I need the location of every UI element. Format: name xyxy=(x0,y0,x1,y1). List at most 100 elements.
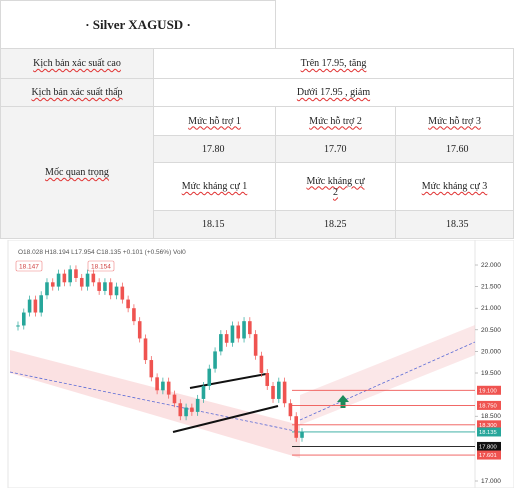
level-label: Mức hỗ trợ 1 xyxy=(153,106,276,136)
candle-body xyxy=(33,299,38,313)
y-tick-label: 18.500 xyxy=(481,413,501,420)
candle-body xyxy=(126,299,130,309)
level-value: 17.60 xyxy=(395,135,514,163)
row-label: Kịch bản xác suất thấp xyxy=(0,78,154,107)
candle-body xyxy=(294,416,299,438)
candle-body xyxy=(103,282,107,291)
candle-body xyxy=(114,286,119,296)
label: Kịch bản xác suất cao xyxy=(33,58,121,69)
price-tag xyxy=(477,450,501,460)
candle-body xyxy=(91,273,96,283)
row-value: Trên 17.95, tăng xyxy=(153,48,514,79)
price-tag xyxy=(477,400,501,410)
level-label: Mức kháng cự 2 xyxy=(275,162,396,211)
candle-body xyxy=(201,385,206,399)
trend-line xyxy=(172,405,279,433)
candle-body xyxy=(288,403,293,417)
level-value: 18.35 xyxy=(395,210,514,239)
overlay-tag xyxy=(15,260,43,272)
trend-line xyxy=(189,373,267,389)
candle-body xyxy=(236,325,241,339)
candle-body xyxy=(108,282,113,296)
label: Mốc quan trọng xyxy=(45,167,109,178)
candle-body xyxy=(277,381,281,399)
candle-body xyxy=(74,269,78,278)
overlay-labels: 18.147 18.154 xyxy=(15,260,115,272)
candle-body xyxy=(137,321,142,339)
value: Trên 17.95, tăng xyxy=(300,58,367,69)
y-tick-label: 20.500 xyxy=(481,327,501,334)
candle-body xyxy=(265,373,270,386)
candle-body xyxy=(213,351,217,369)
candle-body xyxy=(300,431,304,438)
candle-body xyxy=(282,381,287,404)
candle-body xyxy=(85,273,90,287)
value: 18.15 xyxy=(202,219,225,230)
candle-body xyxy=(271,385,275,399)
row-label: Mốc quan trọng xyxy=(0,106,154,239)
level-value: 17.80 xyxy=(153,135,276,163)
overlay-tag-label: 18.154 xyxy=(91,264,111,271)
price-chart: O18.028 H18.194 L17.954 C18.135 +0.101 (… xyxy=(7,240,514,488)
label: Mức hỗ trợ 1 xyxy=(188,115,241,127)
candle-body xyxy=(120,286,125,300)
candle-body xyxy=(50,282,55,287)
candle-body xyxy=(178,403,183,417)
candle-body xyxy=(97,282,101,291)
price-tag xyxy=(477,420,501,430)
candle-body xyxy=(184,407,188,417)
price-tag xyxy=(477,385,501,395)
candle-body xyxy=(259,355,264,374)
label: Mức kháng cự 2 xyxy=(306,175,365,198)
up-arrow xyxy=(337,395,349,408)
candle-body xyxy=(39,295,43,313)
level-label: Mức hỗ trợ 2 xyxy=(275,106,396,136)
candle-body xyxy=(21,312,26,326)
candle-body xyxy=(248,321,252,335)
price-tag xyxy=(477,441,501,451)
price-tag-label: 17.800 xyxy=(479,444,497,450)
price-tag-label: 18.300 xyxy=(479,423,497,429)
candle-body xyxy=(143,338,148,361)
candle-body xyxy=(161,381,165,391)
candle-body xyxy=(27,299,32,313)
value: 17.80 xyxy=(202,143,225,155)
value: 18.25 xyxy=(324,219,347,230)
channel-midline xyxy=(9,371,301,433)
y-tick-label: 21.500 xyxy=(481,284,501,291)
title: · Silver XAGUSD · xyxy=(85,16,191,32)
ohlc-header: O18.028 H18.194 L17.954 C18.135 +0.101 (… xyxy=(18,249,186,256)
y-tick-label: 17.000 xyxy=(481,478,501,485)
price-tag-label: 19.100 xyxy=(479,388,497,394)
down-channel xyxy=(10,350,300,458)
row-label: Kịch bản xác suất cao xyxy=(0,48,154,79)
level-value: 18.15 xyxy=(153,210,276,239)
candle-body xyxy=(253,334,258,356)
candle-body xyxy=(132,308,136,322)
value: 17.70 xyxy=(324,143,347,155)
candle-body xyxy=(155,377,159,391)
label: Mức hỗ trợ 2 xyxy=(309,115,362,127)
value: 18.35 xyxy=(446,219,469,230)
level-value: 18.25 xyxy=(275,210,396,239)
price-tag-label: 17.601 xyxy=(479,453,497,459)
candle-body xyxy=(149,360,154,378)
title-cell: · Silver XAGUSD · xyxy=(0,0,276,49)
y-tick-label: 20.000 xyxy=(481,348,501,355)
candle-body xyxy=(56,273,61,287)
candle-body xyxy=(62,273,67,283)
level-label: Mức kháng cự 1 xyxy=(153,162,276,211)
candle-body xyxy=(190,407,194,412)
price-tag-label: 18.135 xyxy=(479,430,497,436)
level-label: Mức kháng cự 3 xyxy=(395,162,514,211)
overlay-tag-label: 18.147 xyxy=(19,264,39,271)
y-tick-label: 19.500 xyxy=(481,370,501,377)
candle-body xyxy=(16,325,20,327)
candle-body xyxy=(166,381,171,395)
price-tag xyxy=(477,427,501,437)
label: Kịch bản xác suất thấp xyxy=(31,87,123,98)
candle-body xyxy=(79,277,84,287)
candle-body xyxy=(195,398,200,412)
level-label: Mức hỗ trợ 3 xyxy=(395,106,514,136)
